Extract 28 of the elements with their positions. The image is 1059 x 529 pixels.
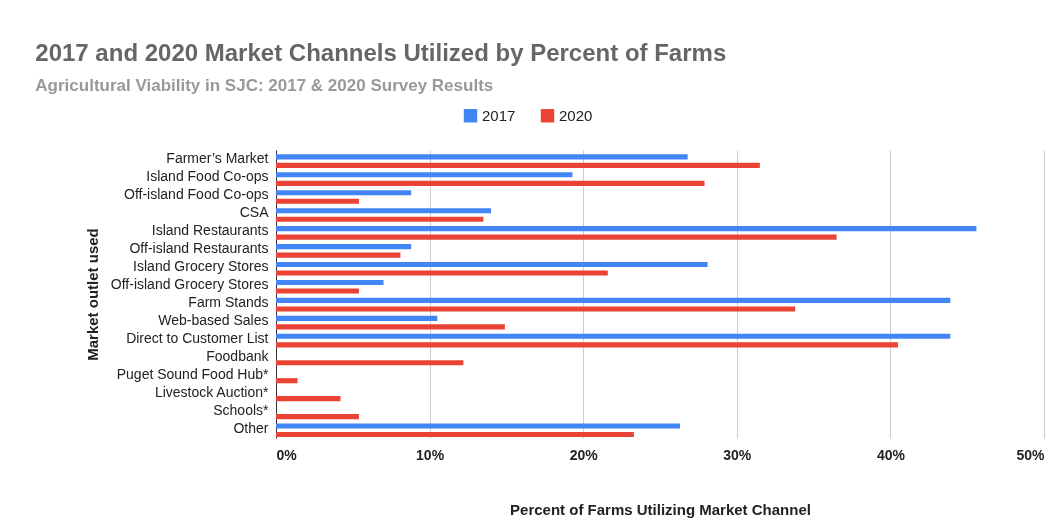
chart-title: 2017 and 2020 Market Channels Utilized by Percent of Farms bbox=[35, 39, 727, 66]
y-tick-label: Livestock Auction* bbox=[154, 383, 270, 400]
y-tick-label: Off-island Restaurants bbox=[129, 240, 269, 257]
y-tick-label: Island Restaurants bbox=[151, 222, 269, 239]
y-tick-label: Web-based Sales bbox=[158, 311, 269, 328]
y-tick-label: Other bbox=[233, 419, 269, 436]
y-axis-title: Market outlet used bbox=[83, 228, 101, 361]
x-tick-label: 40% bbox=[876, 446, 906, 463]
x-tick-label: 50% bbox=[1016, 446, 1046, 463]
x-axis-title: Percent of Farms Utilizing Market Channel bbox=[510, 500, 811, 518]
y-tick-label: Schools* bbox=[213, 401, 270, 418]
legend-label: 2020 bbox=[559, 106, 593, 124]
y-tick-label: Island Food Co-ops bbox=[146, 168, 269, 185]
y-tick-label: Foodbank bbox=[206, 347, 270, 364]
x-tick-label: 30% bbox=[723, 446, 752, 463]
y-tick-label: Off-island Food Co-ops bbox=[124, 186, 269, 203]
y-tick-label: CSA bbox=[239, 204, 270, 221]
y-tick-label: Island Grocery Stores bbox=[133, 258, 269, 275]
y-tick-label: Farm Stands bbox=[188, 293, 269, 310]
y-tick-label: Puget Sound Food Hub* bbox=[116, 365, 270, 382]
x-tick-label: 20% bbox=[569, 446, 599, 463]
legend-label: 2017 bbox=[482, 106, 516, 124]
y-tick-label: Direct to Customer List bbox=[126, 329, 269, 346]
x-tick-label: 0% bbox=[276, 446, 298, 463]
chart-subtitle: Agricultural Viability in SJC: 2017 & 2020 Survey Results bbox=[35, 76, 494, 95]
y-tick-label: Off-island Grocery Stores bbox=[110, 276, 269, 293]
x-tick-label: 10% bbox=[416, 446, 445, 463]
y-tick-label: Farmer’s Market bbox=[166, 150, 269, 167]
